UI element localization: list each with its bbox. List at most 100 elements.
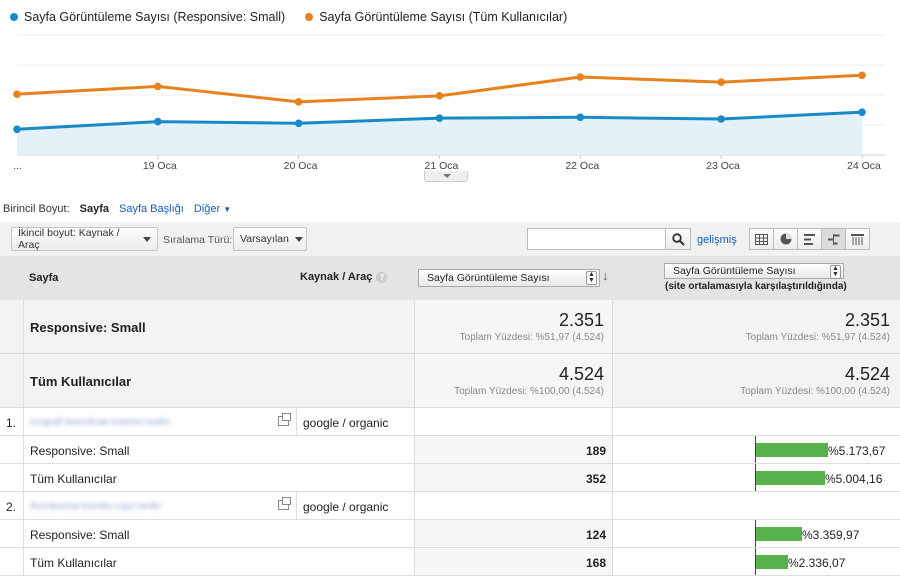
data-point	[717, 115, 725, 123]
compare-percent: %5.004,16	[825, 472, 883, 486]
view-pivot-button[interactable]	[845, 228, 870, 250]
segment-value: 124	[585, 528, 606, 542]
data-point	[435, 114, 444, 122]
sort-type-dropdown[interactable]: Varsayılan	[233, 227, 307, 251]
pie-chart-icon	[780, 233, 791, 245]
compare-bar	[756, 471, 825, 485]
view-comparison-button[interactable]	[821, 228, 846, 250]
table-row: 2. /kombucha-kombu-cayi-nedir/ google / …	[0, 492, 900, 520]
index-cell	[0, 300, 24, 353]
sort-descending-icon[interactable]: ↓	[602, 268, 609, 283]
legend-item-all-users[interactable]: Sayfa Görüntüleme Sayısı (Tüm Kullanıcıl…	[305, 10, 567, 24]
sort-type-value: Varsayılan	[240, 233, 289, 245]
row-index: 1.	[6, 416, 17, 430]
dimension-option-other[interactable]: Diğer ▼	[194, 203, 231, 215]
summary-row: Tüm Kullanıcılar 4.524 Toplam Yüzdesi: %…	[0, 354, 900, 408]
sort-type-label: Sıralama Türü:	[163, 234, 233, 246]
compare-bar	[756, 443, 828, 457]
column-header-page[interactable]: Sayfa	[29, 272, 59, 284]
data-point	[154, 117, 162, 126]
index-cell	[0, 408, 24, 435]
chart-legend: Sayfa Görüntüleme Sayısı (Responsive: Sm…	[10, 10, 567, 24]
compare-percent: %3.359,97	[802, 528, 860, 542]
x-tick-label: 24 Oca	[847, 160, 881, 172]
compare-bar	[756, 527, 802, 541]
source-medium-value[interactable]: google / organic	[303, 500, 389, 514]
source-medium-value[interactable]: google / organic	[303, 416, 389, 430]
metric-cell	[414, 408, 613, 435]
data-point	[576, 73, 585, 81]
bar-axis	[755, 464, 756, 491]
table-toolbar: İkincil boyut: Kaynak / Araç Sıralama Tü…	[0, 222, 900, 256]
data-point	[858, 108, 866, 116]
column-divider	[296, 408, 297, 435]
line-chart: ... 19 Oca 20 Oca 21 Oca 22 Oca 23 Oca 24 Oca …	[0, 0, 900, 185]
segment-value: 189	[585, 444, 606, 458]
metric-cell	[414, 548, 613, 575]
compare-metric-value: Sayfa Görüntüleme Sayısı	[673, 265, 796, 277]
view-data-table-button[interactable]	[749, 228, 774, 250]
metric-cell	[414, 300, 613, 353]
secondary-dimension-dropdown[interactable]: İkincil boyut: Kaynak / Araç	[11, 227, 158, 251]
data-point	[576, 113, 585, 122]
x-tick-label: 22 Oca	[565, 160, 599, 172]
summary-compare-total: 2.351	[844, 310, 890, 330]
segment-value: 168	[585, 556, 606, 570]
view-performance-button[interactable]	[797, 228, 822, 250]
updown-arrows-icon: ▲ ▼	[586, 271, 597, 285]
metric-cell	[414, 520, 613, 547]
compare-metric-selector[interactable]: Sayfa Görüntüleme Sayısı ▲ ▼	[664, 263, 844, 279]
segment-label: Responsive: Small	[30, 444, 130, 458]
bar-axis	[755, 520, 756, 547]
summary-compare-percent: Toplam Yüzdesi: %100,00 (4.524)	[740, 386, 890, 397]
chevron-down-icon: ▼	[223, 205, 232, 214]
row-index: 2.	[6, 500, 17, 514]
dimension-option-page[interactable]: Sayfa	[79, 203, 109, 215]
segment-label: Tüm Kullanıcılar	[30, 472, 117, 486]
x-tick-label: ...	[13, 160, 22, 172]
metric-cell	[414, 354, 613, 407]
x-tick-label: 21 Oca	[425, 160, 459, 172]
table-search-input[interactable]	[527, 228, 666, 250]
help-icon[interactable]: ?	[376, 271, 388, 283]
pivot-icon	[851, 233, 864, 245]
dimension-option-page-title[interactable]: Sayfa Başlığı	[119, 203, 184, 215]
legend-item-responsive-small[interactable]: Sayfa Görüntüleme Sayısı (Responsive: Sm…	[10, 10, 285, 24]
grid-icon	[755, 233, 768, 245]
secondary-dimension-value: İkincil boyut: Kaynak / Araç	[18, 227, 120, 251]
table-view-switcher	[749, 228, 870, 250]
page-path-link[interactable]: /kombucha-kombu-cayi-nedir/	[30, 501, 162, 512]
x-tick-label: 19 Oca	[143, 160, 177, 172]
summary-segment-title: Responsive: Small	[30, 320, 146, 335]
metric-cell	[414, 436, 613, 463]
bar-axis	[755, 548, 756, 575]
index-cell	[0, 548, 24, 575]
advanced-filter-link[interactable]: gelişmiş	[697, 234, 737, 246]
data-point	[13, 90, 21, 98]
segment-row: Tüm Kullanıcılar 352 %5.004,16	[0, 464, 900, 492]
data-point	[294, 98, 303, 106]
compare-note: (site ortalamasıyla karşılaştırıldığında…	[665, 281, 847, 292]
legend-dot-icon	[10, 13, 18, 21]
primary-dimension-bar: Birincil Boyut: Sayfa Sayfa Başlığı Diğe…	[3, 203, 231, 215]
data-point	[13, 125, 21, 134]
index-cell	[0, 436, 24, 463]
external-link-icon[interactable]	[278, 497, 291, 510]
summary-row: Responsive: Small 2.351 Toplam Yüzdesi: …	[0, 300, 900, 354]
segment-label: Responsive: Small	[30, 528, 130, 542]
x-tick-label: 20 Oca	[284, 160, 318, 172]
table-header: Sayfa Kaynak / Araç ? Sayfa Görüntüleme …	[0, 256, 900, 300]
page-path-link[interactable]: /cografi-koordinat-sistemi-nedir/	[30, 417, 171, 428]
legend-label: Sayfa Görüntüleme Sayısı (Responsive: Sm…	[24, 10, 286, 24]
metric-selector[interactable]: Sayfa Görüntüleme Sayısı ▲ ▼	[418, 269, 600, 287]
comparison-icon	[828, 233, 840, 245]
compare-percent: %2.336,07	[788, 556, 846, 570]
segment-row: Responsive: Small 189 %5.173,67	[0, 436, 900, 464]
column-header-source[interactable]: Kaynak / Araç ?	[300, 271, 388, 283]
search-button[interactable]	[665, 228, 691, 250]
bar-axis	[755, 436, 756, 463]
chart-collapse-handle[interactable]	[424, 171, 468, 182]
external-link-icon[interactable]	[278, 413, 291, 426]
dropdown-arrow-icon	[143, 236, 151, 242]
view-pie-button[interactable]	[773, 228, 798, 250]
